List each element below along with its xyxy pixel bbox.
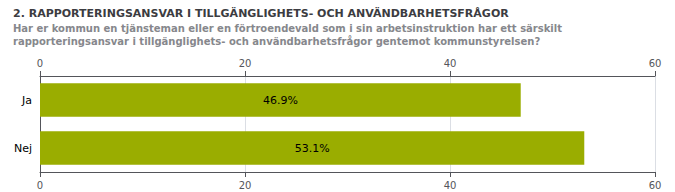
svg-text:rapporteringsansvar i tillgäng: rapporteringsansvar i tillgänglighets- o… <box>13 35 540 47</box>
svg-text:0: 0 <box>37 58 43 69</box>
svg-text:0: 0 <box>37 180 43 191</box>
svg-text:60: 60 <box>649 58 662 69</box>
svg-text:40: 40 <box>444 180 457 191</box>
svg-text:Har er kommun en tjänsteman el: Har er kommun en tjänsteman eller en för… <box>13 23 562 34</box>
svg-text:Nej: Nej <box>14 142 32 155</box>
svg-text:46.9%: 46.9% <box>263 94 298 107</box>
svg-text:20: 20 <box>239 58 252 69</box>
svg-text:60: 60 <box>649 180 662 191</box>
svg-text:53.1%: 53.1% <box>295 142 330 155</box>
svg-text:40: 40 <box>444 58 457 69</box>
svg-text:Ja: Ja <box>21 94 32 107</box>
svg-text:20: 20 <box>239 180 252 191</box>
svg-text:2. RAPPORTERINGSANSVAR I TILLG: 2. RAPPORTERINGSANSVAR I TILLGÄNGLIGHETS… <box>13 6 509 20</box>
